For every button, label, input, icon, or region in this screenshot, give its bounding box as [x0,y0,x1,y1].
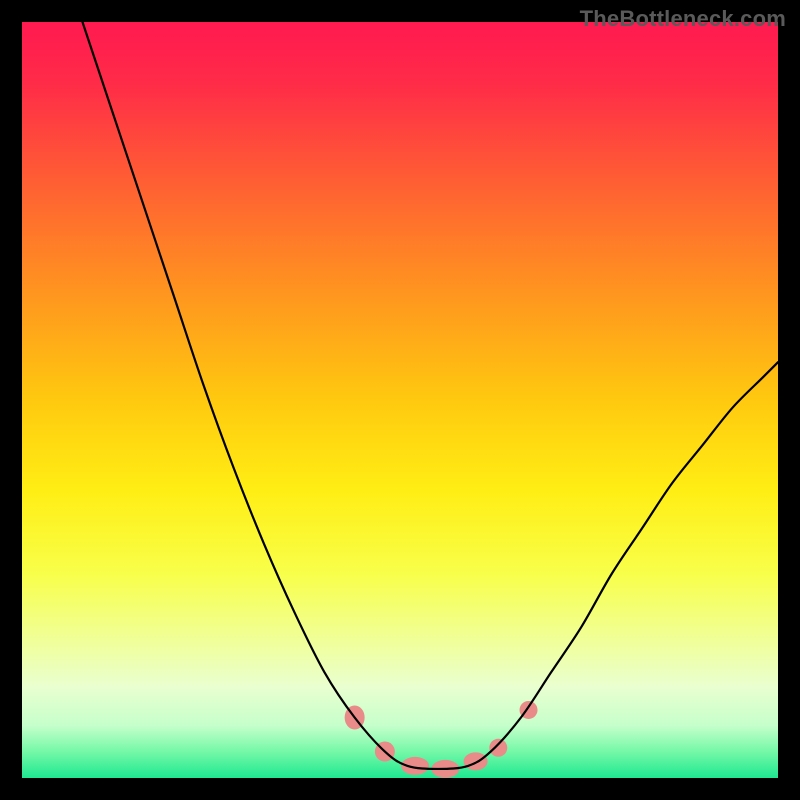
marker-point [489,739,507,757]
frame-border-bottom [0,778,800,800]
gradient-background [22,22,778,778]
chart-frame: TheBottleneck.com [0,0,800,800]
watermark-text: TheBottleneck.com [580,6,786,32]
frame-border-left [0,0,22,800]
frame-border-right [778,0,800,800]
bottleneck-chart [0,0,800,800]
